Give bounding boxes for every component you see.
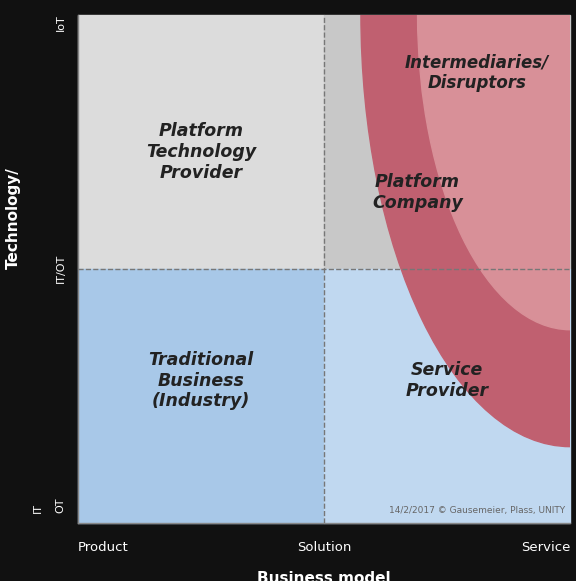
Text: Service: Service [521, 541, 570, 554]
Bar [324, 268, 570, 523]
Text: Solution: Solution [297, 541, 351, 554]
Text: Business model: Business model [257, 571, 391, 581]
Text: Service
Provider: Service Provider [406, 361, 488, 400]
Text: Platform
Company: Platform Company [372, 173, 463, 212]
Text: Platform
Technology
Provider: Platform Technology Provider [146, 122, 256, 182]
Text: Traditional
Business
(Industry): Traditional Business (Industry) [148, 351, 253, 410]
Text: 14/2/2017 © Gausemeier, Plass, UNITY: 14/2/2017 © Gausemeier, Plass, UNITY [389, 506, 565, 515]
Bar [78, 15, 324, 268]
Text: Product: Product [78, 541, 128, 554]
Text: IT: IT [33, 503, 43, 512]
Text: Intermediaries/
Disruptors: Intermediaries/ Disruptors [404, 53, 549, 92]
Text: Technology/: Technology/ [6, 167, 21, 269]
Bar [324, 15, 570, 268]
Bar [78, 268, 324, 523]
Text: IT/OT: IT/OT [55, 254, 66, 284]
Wedge shape [418, 15, 570, 330]
Text: IoT: IoT [55, 15, 66, 31]
Text: OT: OT [55, 497, 66, 512]
Wedge shape [361, 15, 570, 447]
